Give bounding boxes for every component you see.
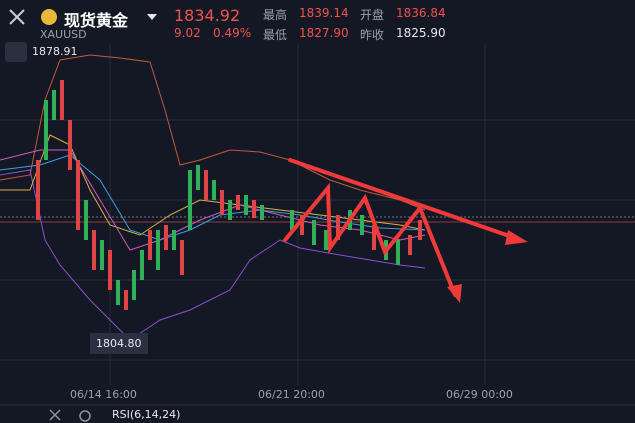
x-label: 06/21 20:00 (258, 388, 325, 401)
change: 9.02 (174, 26, 201, 40)
min-label: 1804.80 (90, 333, 148, 354)
dropdown-icon[interactable] (147, 14, 157, 20)
arrow-heads (447, 230, 528, 303)
gold-icon (41, 9, 57, 25)
max-label: 1878.91 (32, 45, 78, 58)
high-label: 最高 (263, 8, 288, 22)
low-label: 最低 (263, 28, 288, 42)
symbol: XAUUSD (40, 28, 87, 41)
upper-band (0, 54, 426, 211)
bottom-icons[interactable] (49, 409, 91, 422)
lower-band (0, 169, 426, 341)
close-button[interactable] (9, 9, 25, 25)
annotation-arrows (283, 158, 517, 297)
open: 1836.84 (396, 6, 446, 20)
indicator[interactable]: RSI(6,14,24) (112, 408, 181, 421)
instrument-name[interactable]: 现货黄金 (64, 11, 129, 30)
high: 1839.14 (299, 6, 349, 20)
prev-close-label: 昨收 (360, 28, 385, 42)
expand-button[interactable] (5, 42, 27, 62)
candles (36, 80, 422, 310)
prev-close: 1825.90 (396, 26, 446, 40)
x-label: 06/14 16:00 (70, 388, 137, 401)
x-label: 06/29 00:00 (446, 388, 513, 401)
low: 1827.90 (299, 26, 349, 40)
change-pct: 0.49% (213, 26, 252, 40)
ma-yellow (0, 134, 426, 236)
open-label: 开盘 (360, 8, 385, 22)
price: 1834.92 (174, 6, 241, 25)
